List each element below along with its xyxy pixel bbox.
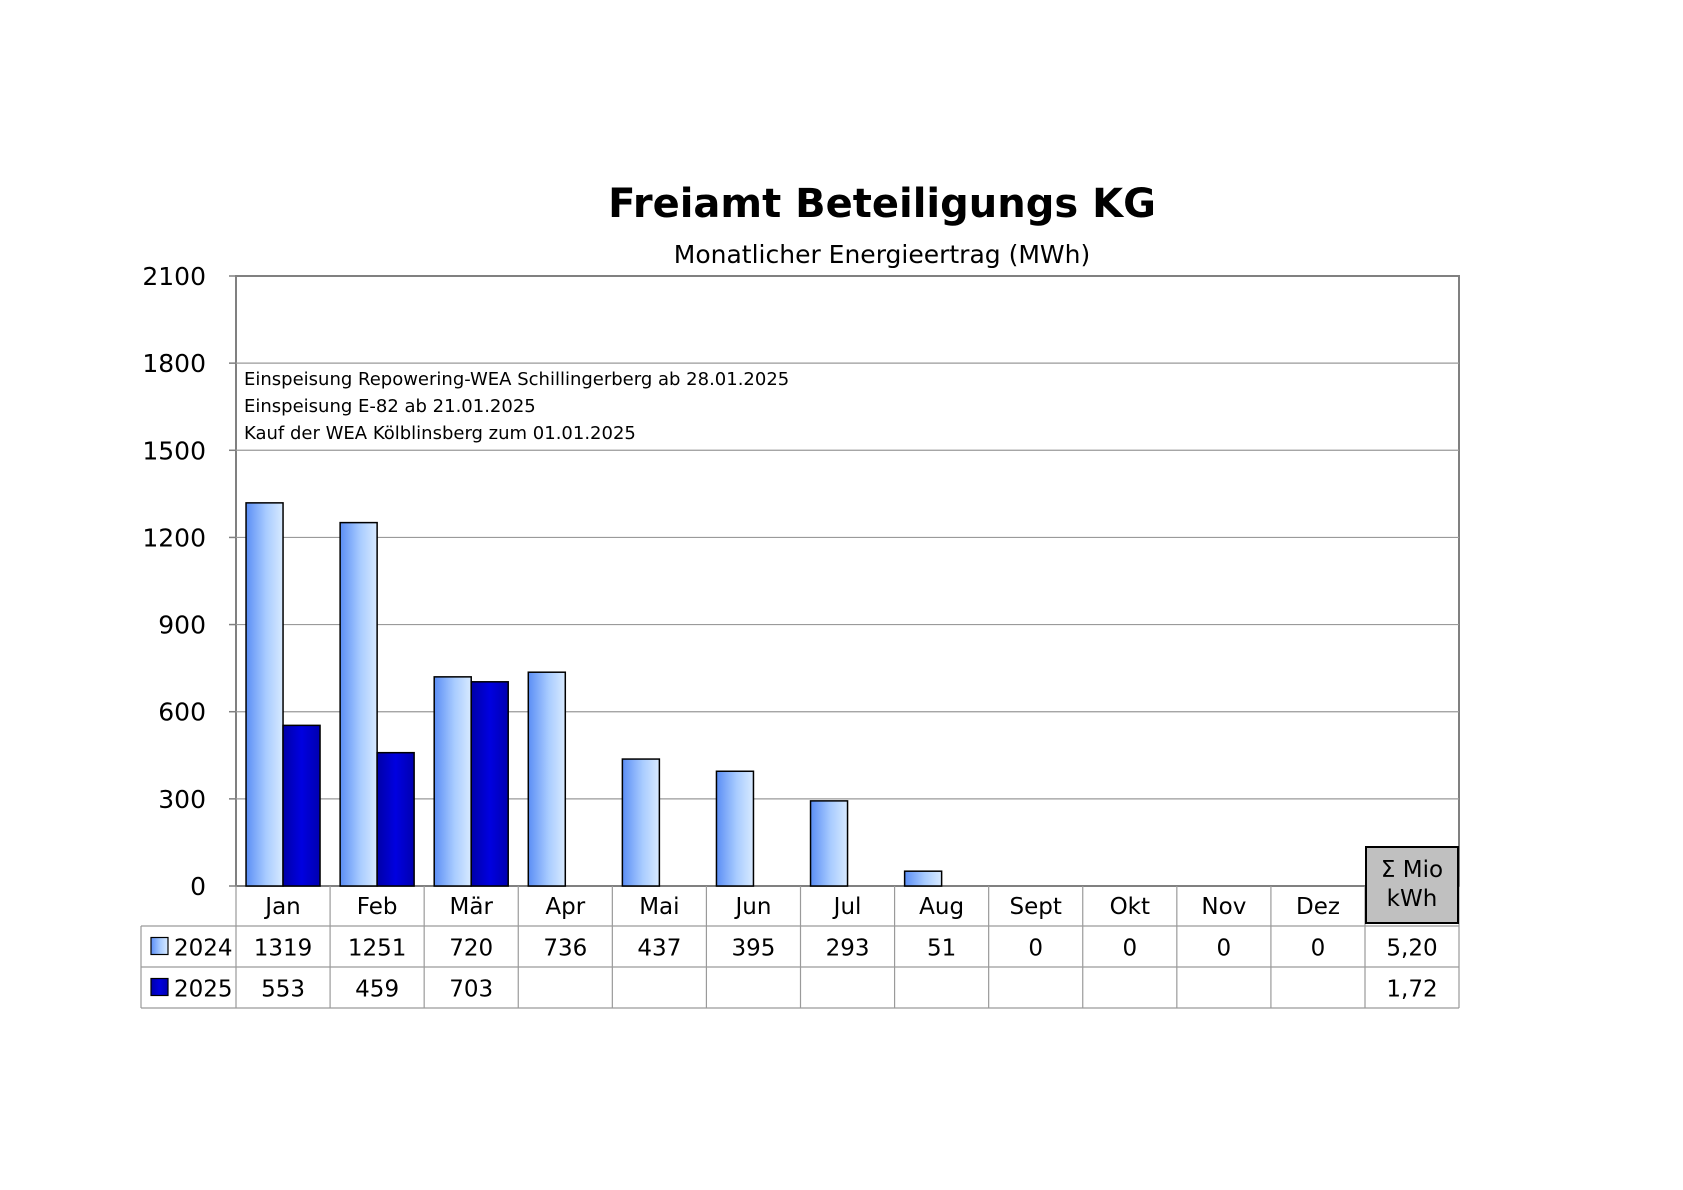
bar-2024-Aug bbox=[903, 870, 943, 887]
legend-label: 2024 bbox=[174, 936, 233, 962]
total-header-label: Σ Mio bbox=[1381, 857, 1443, 883]
chart-title: Freiamt Beteiligungs KG bbox=[608, 181, 1156, 227]
annotations: Einspeisung Repowering-WEA Schillingerbe… bbox=[244, 369, 789, 444]
bar-2024-Mär bbox=[433, 676, 472, 887]
total-value-label: 1,72 bbox=[1386, 977, 1437, 1003]
bar-2024-Mai bbox=[621, 758, 661, 887]
legend-swatch-2024 bbox=[150, 936, 169, 956]
data-value-label: 293 bbox=[826, 936, 870, 962]
bar-2024-Jan bbox=[245, 502, 284, 887]
bar-2024-Jul bbox=[809, 800, 849, 887]
total-value-label: 5,20 bbox=[1386, 936, 1437, 962]
y-tick-label: 600 bbox=[158, 698, 206, 727]
data-value-label: 736 bbox=[543, 936, 587, 962]
legend-label: 2025 bbox=[174, 977, 233, 1003]
plot-area bbox=[235, 275, 1460, 887]
x-category-label: Apr bbox=[545, 894, 585, 920]
x-category-label: Mai bbox=[639, 894, 679, 920]
data-value-label: 0 bbox=[1028, 936, 1043, 962]
chart-subtitle: Monatlicher Energieertrag (MWh) bbox=[674, 240, 1091, 269]
data-value-label: 553 bbox=[261, 977, 305, 1003]
y-tick-label: 0 bbox=[190, 872, 206, 901]
y-tick-label: 1200 bbox=[142, 523, 206, 552]
data-value-label: 703 bbox=[449, 977, 493, 1003]
y-tick-label: 1500 bbox=[142, 436, 206, 465]
x-category-label: Jun bbox=[733, 894, 771, 920]
x-category-label: Mär bbox=[450, 894, 494, 920]
y-tick-label: 2100 bbox=[142, 262, 206, 291]
y-tick-label: 1800 bbox=[142, 349, 206, 378]
data-value-label: 720 bbox=[449, 936, 493, 962]
bar-2025-Feb bbox=[376, 751, 415, 887]
x-category-label: Jul bbox=[832, 894, 862, 920]
data-value-label: 437 bbox=[637, 936, 681, 962]
annotation-line: Einspeisung E-82 ab 21.01.2025 bbox=[244, 396, 536, 417]
data-value-label: 459 bbox=[355, 977, 399, 1003]
bars bbox=[245, 502, 943, 887]
data-value-label: 0 bbox=[1122, 936, 1137, 962]
data-table: Jan Feb Mär Apr Mai Jun Jul Aug Sept Okt Nov Dez Σ M… bbox=[140, 846, 1460, 1009]
bar-2024-Feb bbox=[339, 521, 378, 887]
x-category-label: Okt bbox=[1110, 894, 1150, 920]
legend-swatch-2025 bbox=[150, 977, 169, 997]
annotation-line: Kauf der WEA Kölblinsberg zum 01.01.2025 bbox=[244, 423, 636, 444]
bar-2024-Apr bbox=[527, 671, 567, 887]
data-value-label: 0 bbox=[1217, 936, 1232, 962]
data-value-label: 1251 bbox=[348, 936, 407, 962]
annotation-line: Einspeisung Repowering-WEA Schillingerbe… bbox=[244, 369, 789, 390]
y-axis-ticks: 0 300 600 900 1200 1500 1800 2100 bbox=[142, 262, 236, 901]
bar-2025-Mär bbox=[470, 681, 509, 887]
y-tick-label: 900 bbox=[158, 611, 206, 640]
x-category-label: Aug bbox=[919, 894, 964, 920]
x-category-label: Feb bbox=[357, 894, 398, 920]
bar-2024-Jun bbox=[715, 770, 755, 887]
y-tick-label: 300 bbox=[158, 785, 206, 814]
bar-2025-Jan bbox=[282, 724, 321, 887]
data-value-label: 1319 bbox=[254, 936, 313, 962]
x-category-label: Sept bbox=[1010, 894, 1062, 920]
x-category-label: Dez bbox=[1296, 894, 1340, 920]
x-category-label: Nov bbox=[1201, 894, 1246, 920]
data-value-label: 51 bbox=[927, 936, 956, 962]
data-value-label: 0 bbox=[1311, 936, 1326, 962]
total-header-label: kWh bbox=[1387, 886, 1438, 912]
data-value-label: 395 bbox=[732, 936, 776, 962]
total-header-box bbox=[1365, 846, 1459, 924]
x-category-label: Jan bbox=[263, 894, 300, 920]
